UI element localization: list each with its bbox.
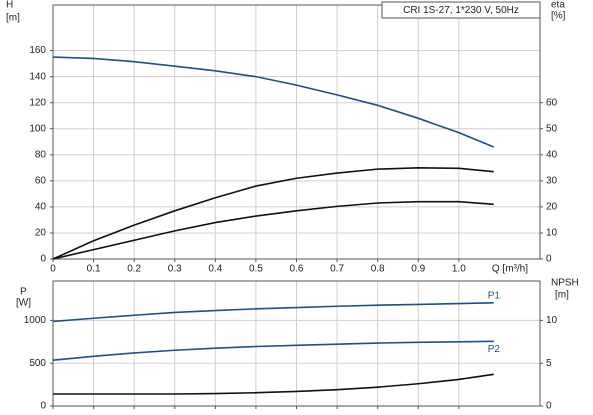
y2-tick-label: 20 <box>546 202 558 213</box>
y-tick-label: 0 <box>40 401 46 412</box>
series-line <box>52 200 494 260</box>
x-tick-label: 1.0 <box>452 264 466 275</box>
series-line <box>52 167 494 260</box>
y-axis-label: P <box>20 287 27 298</box>
y-tick-label: 500 <box>29 358 46 369</box>
x-tick-label: 0.1 <box>87 264 101 275</box>
y-tick-label: 100 <box>29 123 46 134</box>
y-tick-label: 140 <box>29 71 46 82</box>
y-tick-label: 80 <box>35 149 47 160</box>
series-line <box>52 56 495 148</box>
y2-axis-label: [%] <box>551 11 566 22</box>
chart-title: CRI 1S-27, 1*230 V, 50Hz <box>403 5 519 16</box>
y2-tick-label: 40 <box>546 149 558 160</box>
y2-axis-label: NPSH <box>551 278 579 289</box>
y2-tick-label: 60 <box>546 97 558 108</box>
y-tick-label: 40 <box>35 202 47 213</box>
y-tick-label: 1000 <box>24 315 47 326</box>
title-box <box>381 1 541 19</box>
y2-tick-label: 0 <box>546 254 552 265</box>
series-line <box>53 373 494 395</box>
y2-tick-label: 50 <box>546 123 558 134</box>
y2-tick-label: 10 <box>546 315 558 326</box>
x-tick-label: 0.3 <box>168 264 182 275</box>
y-tick-label: 0 <box>40 254 46 265</box>
series-label: P1 <box>488 290 501 301</box>
plot-frame <box>52 280 541 407</box>
y2-axis-label: eta <box>551 0 565 11</box>
y2-axis-label: [m] <box>555 290 569 301</box>
series-line <box>52 340 494 361</box>
x-tick-label: 0.4 <box>208 264 222 275</box>
y2-tick-label: 5 <box>546 358 552 369</box>
y-axis-label: H <box>6 0 13 11</box>
y2-tick-label: 10 <box>546 228 558 239</box>
x-tick-label: 0.6 <box>290 264 304 275</box>
x-tick-label: 0.5 <box>249 264 263 275</box>
x-axis-label: Q [m³/h] <box>492 264 528 275</box>
y-tick-label: 20 <box>35 228 47 239</box>
y-axis-label: [W] <box>16 298 31 309</box>
plot-frame <box>52 4 541 260</box>
y-tick-label: 60 <box>35 175 47 186</box>
series-label: P2 <box>488 344 501 355</box>
x-tick-label: 0.2 <box>127 264 141 275</box>
y-tick-label: 120 <box>29 97 46 108</box>
x-tick-label: 0 <box>50 264 56 275</box>
x-tick-label: 0.7 <box>330 264 344 275</box>
y-axis-label: [m] <box>6 13 20 24</box>
y2-tick-label: 30 <box>546 175 558 186</box>
x-tick-label: 0.9 <box>411 264 425 275</box>
x-tick-label: 0.8 <box>371 264 385 275</box>
series-line <box>52 302 494 323</box>
y-tick-label: 160 <box>29 45 46 56</box>
y2-tick-label: 0 <box>546 401 552 412</box>
